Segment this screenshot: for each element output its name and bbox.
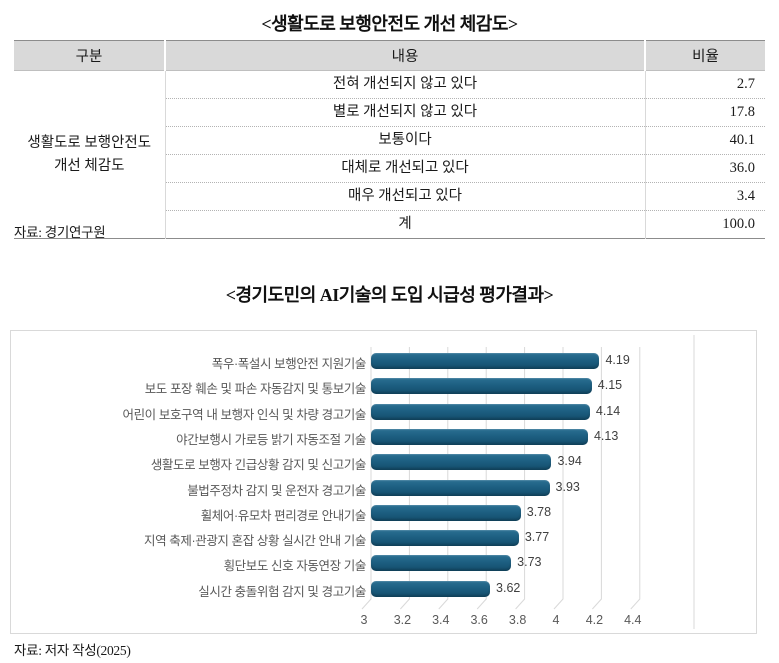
content-cell: 매우 개선되고 있다: [164, 182, 645, 211]
table-row: 생활도로 보행안전도 개선 체감도 전혀 개선되지 않고 있다 2.7: [14, 70, 765, 174]
table-row: 대체로 개선되고 있다 36.0: [14, 154, 765, 183]
bar: [371, 454, 552, 471]
bar-chart: 3 3.2 3.4 3.6 3.8 4 4.2 4.4 폭우·폭설시 보행안전 지원기술 4.19…: [10, 330, 757, 634]
category-label: 불법주정차 감지 및 운전자 경고기술: [187, 483, 366, 498]
value-label: 4.15: [597, 378, 623, 393]
table-row: 매우 개선되고 있다 3.4: [14, 182, 765, 211]
chart-source: 자료: 저자 작성(2025): [14, 643, 131, 658]
gridline: [592, 347, 602, 610]
x-tick-label: 3.6: [470, 613, 488, 627]
ratio-cell: 2.7: [644, 70, 765, 99]
category-label: 보도 포장 훼손 및 파손 자동감지 및 통보기술: [144, 382, 367, 397]
bar: [371, 428, 588, 445]
value-label: 4.19: [605, 353, 630, 367]
table-body: 생활도로 보행안전도 개선 체감도 전혀 개선되지 않고 있다 2.7 별로 개선되지…: [14, 70, 765, 239]
value-label: 3.62: [496, 580, 521, 595]
bar: [371, 530, 519, 547]
bar: [371, 378, 592, 395]
content-cell: 대체로 개선되고 있다: [164, 154, 645, 183]
x-tick-label: 3.2: [393, 613, 412, 627]
x-tick-label: 4: [552, 613, 560, 627]
x-tick-label: 4.4: [624, 613, 642, 627]
category-label: 휠체어·유모차 편리경로 안내기술: [200, 508, 367, 523]
content-cell: 계: [164, 210, 645, 239]
table-source: 자료: 경기연구원: [14, 225, 106, 240]
category-label: 실시간 충돌위험 감지 및 경고기술: [198, 584, 366, 599]
table-title: <생활도로 보행안전도 개선 체감도>: [261, 14, 518, 34]
bar: [371, 504, 521, 521]
value-label: 3.73: [517, 555, 542, 570]
ratio-cell: 17.8: [644, 98, 765, 127]
bar: [371, 580, 491, 597]
category-label: 폭우·폭설시 보행안전 지원기술: [211, 357, 367, 371]
category-label: 지역 축제·관광지 혼잡 상황 실시간 안내 기술: [143, 534, 366, 549]
bar: [371, 403, 590, 420]
table-row: 계 100.0: [14, 210, 765, 239]
col-header-content: 내용: [164, 40, 645, 71]
value-label: 3.93: [555, 479, 580, 494]
table-row: 보통이다 40.1: [14, 126, 765, 155]
ratio-cell: 36.0: [644, 154, 765, 183]
value-label: 4.14: [595, 403, 621, 418]
category-label: 어린이 보호구역 내 보행자 인식 및 차량 경고기술: [122, 407, 366, 422]
row-group-label: 생활도로 보행안전도 개선 체감도: [27, 135, 152, 174]
bar: [371, 353, 600, 369]
x-tick-label: 3.8: [508, 613, 527, 627]
x-tick-label: 3.4: [432, 613, 450, 627]
table-row: 별로 개선되지 않고 있다 17.8: [14, 98, 765, 127]
value-label: 3.94: [557, 454, 582, 469]
ratio-cell: 40.1: [644, 126, 765, 155]
col-header-ratio: 비율: [644, 40, 765, 71]
category-label: 생활도로 보행자 긴급상황 감지 및 신고기술: [150, 458, 367, 473]
content-cell: 전혀 개선되지 않고 있다: [164, 70, 645, 99]
value-label: 3.77: [524, 530, 550, 545]
gridline: [630, 347, 641, 610]
content-cell: 별로 개선되지 않고 있다: [164, 98, 645, 127]
col-header-category: 구분: [14, 40, 165, 71]
chart-title: <경기도민의 AI기술의 도입 시급성 평가결과>: [225, 285, 554, 305]
x-tick-label: 3: [360, 613, 368, 627]
table-header-row: 구분 내용 비율: [14, 40, 765, 71]
ratio-cell: 3.4: [644, 182, 765, 211]
value-label: 4.13: [593, 428, 619, 443]
content-cell: 보통이다: [164, 126, 645, 155]
bar: [371, 479, 550, 496]
ratio-cell: 100.0: [644, 210, 765, 239]
bar: [371, 555, 512, 572]
perception-table: 구분 내용 비율 생활도로 보행안전도 개선 체감도 전혀 개선되지 않고 있다 2…: [14, 40, 765, 239]
category-label: 야간보행시 가로등 밝기 자동조절 기술: [176, 432, 366, 447]
value-label: 3.78: [526, 504, 552, 519]
category-label: 횡단보도 신호 자동연장 기술: [223, 559, 367, 574]
x-tick-label: 4.2: [585, 613, 604, 627]
